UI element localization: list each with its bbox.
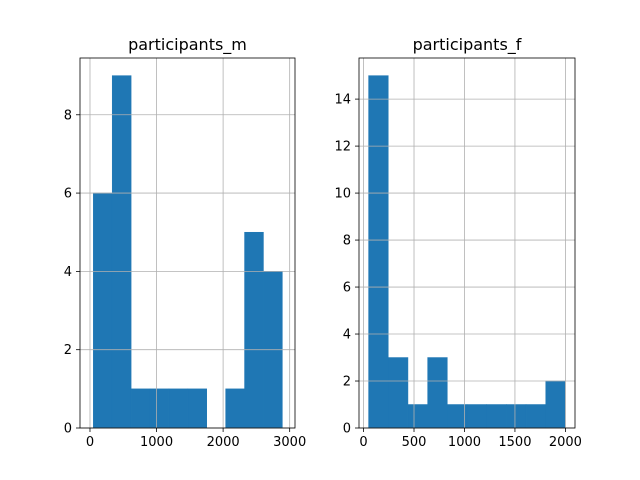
histogram-bar <box>149 388 170 429</box>
histogram-bar <box>244 231 264 429</box>
chart-title: participants_m <box>128 35 247 55</box>
histogram-bar <box>447 404 468 429</box>
histogram-bar <box>486 404 507 429</box>
histogram-bar <box>525 404 546 429</box>
histogram-bar <box>368 75 389 429</box>
histogram-bar <box>130 388 151 429</box>
histogram-bar <box>93 192 113 429</box>
axes-frame <box>79 57 296 429</box>
chart-panel-2: 0 500 1000 1500 2000 0 2 4 6 8 10 12 14 participants_… <box>334 35 582 450</box>
y-tick-label: 6 <box>64 187 72 202</box>
histogram-bar <box>111 75 132 429</box>
y-tick-label: 14 <box>334 93 351 108</box>
y-tick-label: 0 <box>64 422 72 437</box>
histogram-bar <box>388 357 409 429</box>
x-tick-label: 0 <box>359 435 367 450</box>
y-tick-label: 8 <box>343 234 351 249</box>
x-tick-label: 2000 <box>207 435 240 450</box>
axes-frame <box>358 57 576 429</box>
y-tick-label: 8 <box>64 108 72 123</box>
y-tick-label: 0 <box>343 422 351 437</box>
histogram-bar <box>506 404 527 429</box>
histogram-bar <box>466 404 487 429</box>
y-tick-label: 12 <box>334 140 351 155</box>
y-tick-label: 4 <box>343 328 351 343</box>
chart-title: participants_f <box>413 35 522 55</box>
histogram-bar <box>225 388 245 429</box>
y-tick-label: 6 <box>343 281 351 296</box>
y-tick-label: 2 <box>343 375 351 390</box>
x-tick-label: 1000 <box>448 435 481 450</box>
x-tick-label: 2000 <box>549 435 582 450</box>
chart-panel-1: 0 1000 2000 3000 0 2 4 6 8 participants_m <box>64 35 307 450</box>
histogram-bar <box>407 404 428 429</box>
x-tick-label: 3000 <box>273 435 306 450</box>
histogram-bar <box>168 388 189 429</box>
x-tick-label: 500 <box>402 435 427 450</box>
y-tick-label: 4 <box>64 265 72 280</box>
x-tick-label: 1500 <box>498 435 531 450</box>
x-tick-label: 1000 <box>140 435 173 450</box>
x-tick-label: 0 <box>86 435 94 450</box>
histogram-bar <box>545 380 566 429</box>
y-tick-label: 10 <box>334 187 351 202</box>
histogram-bar <box>187 388 207 429</box>
y-tick-label: 2 <box>64 343 72 358</box>
histogram-bar <box>427 357 448 429</box>
